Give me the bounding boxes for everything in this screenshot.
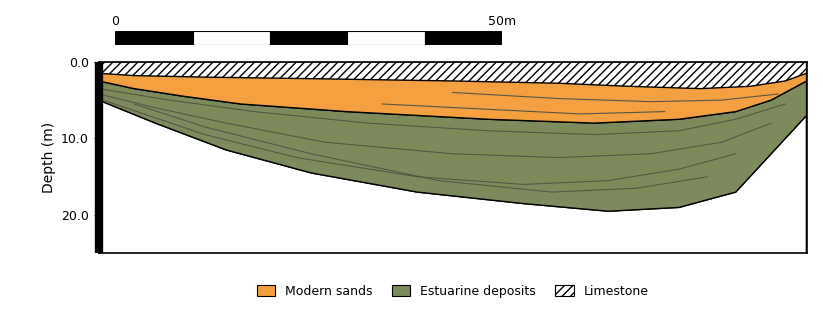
Y-axis label: Depth (m): Depth (m) xyxy=(42,122,56,193)
Polygon shape xyxy=(99,62,807,253)
Text: 0: 0 xyxy=(111,15,119,28)
Bar xyxy=(115,31,193,45)
Polygon shape xyxy=(99,73,807,123)
Legend: Modern sands, Estuarine deposits, Limestone: Modern sands, Estuarine deposits, Limest… xyxy=(252,280,653,303)
Bar xyxy=(347,31,425,45)
Polygon shape xyxy=(99,81,807,211)
Bar xyxy=(193,31,270,45)
Polygon shape xyxy=(99,62,807,253)
Bar xyxy=(425,31,502,45)
Bar xyxy=(270,31,347,45)
Text: 50m: 50m xyxy=(488,15,516,28)
